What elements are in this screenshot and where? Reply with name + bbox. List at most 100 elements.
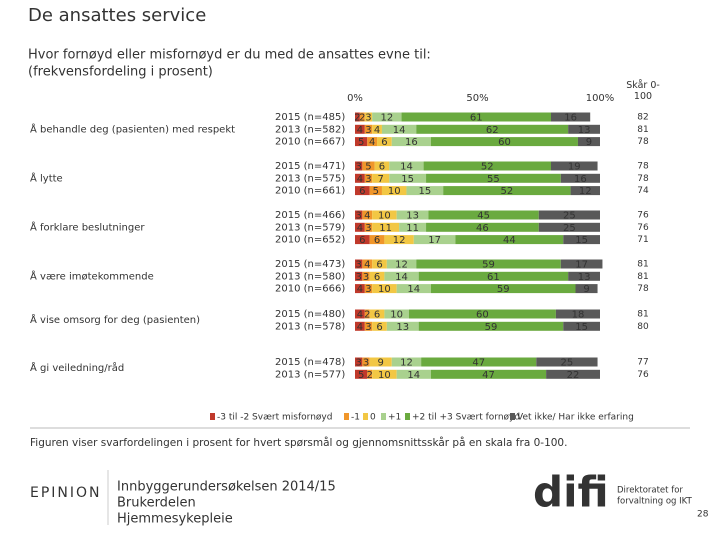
value-label: 3: [355, 260, 361, 271]
bar-segment: [396, 284, 431, 294]
value-label: 9: [586, 137, 592, 148]
bar-segment: [560, 173, 600, 183]
value-label: 22: [567, 370, 580, 381]
value-label: 46: [476, 223, 489, 234]
bar-segment: [568, 124, 600, 134]
bar-segment: [355, 210, 363, 220]
value-label: 17: [428, 235, 441, 246]
row-label: 2015 (n=466): [275, 210, 345, 221]
bar-segment: [374, 161, 390, 171]
value-label: 10: [378, 211, 391, 222]
value-label: 6: [359, 235, 365, 246]
value-label: 15: [418, 186, 431, 197]
legend-label: -1: [351, 413, 360, 423]
bar-segment: [538, 222, 600, 232]
value-label: 16: [405, 137, 418, 148]
value-label: 47: [472, 358, 485, 369]
bar-segment: [372, 112, 402, 122]
row-label: 2013 (n=577): [275, 369, 345, 380]
bar-segment: [384, 235, 414, 245]
row-label: 2015 (n=473): [275, 259, 345, 270]
bar-segment: [355, 259, 363, 269]
bar-segment: [364, 124, 373, 134]
legend-label: -3 til -2 Svært misfornøyd: [217, 413, 332, 423]
value-label: 7: [378, 174, 384, 185]
value-label: 6: [376, 260, 382, 271]
row-label: 2013 (n=575): [275, 173, 345, 184]
value-label: 3: [355, 358, 361, 369]
score: 76: [637, 211, 649, 221]
value-label: 14: [400, 162, 413, 173]
chart-title: De ansattes service: [28, 5, 206, 26]
bar-segment: [369, 271, 385, 281]
value-label: 4: [357, 322, 363, 333]
value-label: 4: [369, 137, 375, 148]
bar-segment: [355, 186, 370, 196]
bar-segment: [362, 161, 375, 171]
brand: EPINION: [30, 485, 102, 501]
value-label: 16: [564, 113, 577, 124]
value-label: 4: [364, 211, 370, 222]
bar-segment: [560, 259, 603, 269]
bar-segment: [372, 124, 382, 134]
value-label: 17: [575, 260, 588, 271]
score-header: Skår 0-100: [626, 80, 660, 102]
value-label: 60: [476, 310, 489, 321]
value-label: 3: [355, 162, 361, 173]
question-label: Å behandle deg (pasienten) med respekt: [30, 122, 235, 135]
row-label: 2015 (n=471): [275, 161, 345, 172]
bar-segment: [364, 309, 370, 319]
row-label: 2010 (n=667): [275, 137, 345, 148]
value-label: 12: [380, 113, 393, 124]
score: 81: [637, 310, 648, 320]
value-label: 11: [406, 223, 419, 234]
bar-segment: [408, 309, 556, 319]
value-label: 14: [393, 125, 406, 136]
value-label: 10: [388, 186, 401, 197]
question-label: Å lytte: [30, 171, 63, 184]
value-label: 4: [357, 174, 363, 185]
bar-segment: [416, 124, 569, 134]
bar-segment: [364, 112, 373, 122]
bar-segment: [546, 369, 600, 379]
score: 78: [637, 174, 649, 184]
bar-segment: [367, 369, 373, 379]
bar-segment: [372, 259, 387, 269]
value-label: 25: [561, 358, 574, 369]
bar-segment: [396, 210, 429, 220]
legend-label: +2 til +3 Svært fornøyd: [412, 413, 520, 423]
bar-segment: [551, 112, 591, 122]
bar-segment: [355, 222, 365, 232]
legend-swatch: [363, 413, 368, 420]
value-label: 14: [407, 370, 420, 381]
question-label: Å forklare beslutninger: [30, 220, 145, 233]
bar-segment: [355, 271, 363, 281]
bar-segment: [362, 259, 373, 269]
report-text: Brukerdelen: [117, 496, 196, 511]
value-label: 6: [374, 235, 380, 246]
bar-segment: [426, 222, 539, 232]
score: 78: [637, 162, 649, 172]
value-label: 13: [578, 125, 591, 136]
value-label: 9: [583, 284, 589, 295]
value-label: 6: [374, 272, 380, 283]
bar-segment: [355, 124, 365, 134]
value-label: 3: [363, 272, 369, 283]
value-label: 62: [486, 125, 499, 136]
value-label: 6: [359, 186, 365, 197]
bar-segment: [355, 112, 360, 122]
value-label: 13: [396, 322, 409, 333]
legend-label: Vet ikke/ Har ikke erfaring: [517, 413, 634, 423]
value-label: 5: [358, 370, 364, 381]
bar-segment: [386, 259, 417, 269]
bar-segment: [372, 369, 397, 379]
value-label: 18: [572, 310, 585, 321]
value-label: 3: [365, 174, 371, 185]
subtitle: Hvor fornøyd eller misfornøyd er du med …: [28, 48, 431, 63]
value-label: 10: [390, 310, 403, 321]
row-label: 2013 (n=579): [275, 222, 345, 233]
question-label: Å vise omsorg for deg (pasienten): [30, 313, 200, 326]
score: 82: [637, 113, 648, 123]
legend-swatch: [405, 413, 410, 420]
bar-segment: [372, 321, 387, 331]
